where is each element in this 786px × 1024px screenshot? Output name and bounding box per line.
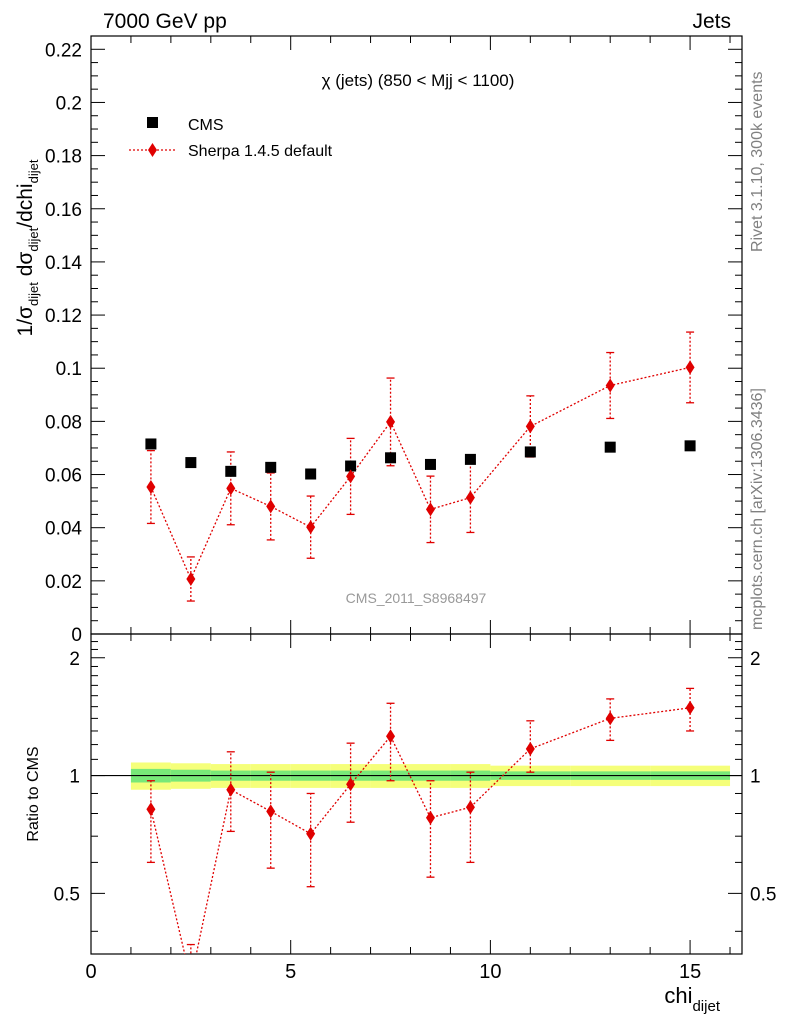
ratio-tick-label-left: 2 [69,649,80,670]
cms-point [305,468,317,480]
chart-title: χ (jets) (850 < Mjj < 1100) [322,71,515,90]
y-tick-label: 0.08 [45,412,82,433]
x-axis-label: chidijet [664,983,720,1015]
ratio-tick-label-left: 0.5 [54,884,80,905]
sherpa-point [186,571,196,586]
ratio-tick-label-left: 1 [69,767,80,788]
sherpa-point [146,480,156,495]
x-tick-label: 15 [679,961,701,983]
cms-point [185,457,197,469]
ratio-sherpa-point [605,711,615,726]
ratio-sherpa-point [425,810,435,825]
sherpa-point [605,378,615,393]
x-tick-labels: 0 5 10 15 [85,961,701,983]
y-tick-label: 0.22 [45,40,82,61]
main-panel: 0 0.02 0.04 0.06 0.08 0.1 0.12 0.14 0.16 0.18 0.2 0… [14,35,743,646]
y-tick-label: 0.1 [56,359,82,380]
ratio-sherpa-point [186,973,195,987]
ratio-sherpa-point [226,782,236,797]
cms-point [385,452,397,464]
cms-point [524,446,536,458]
y-tick-label: 0.06 [45,466,82,487]
header-left-label: 7000 GeV pp [103,10,227,33]
x-tick-label: 0 [85,961,96,983]
sherpa-point [386,414,396,429]
cms-point [145,438,157,450]
ratio-sherpa-line [150,707,691,954]
cms-point [464,453,476,465]
legend-sherpa-label: Sherpa 1.4.5 default [188,143,333,160]
sherpa-point [685,360,695,375]
sherpa-point [266,499,276,514]
cms-point [265,461,277,473]
ratio-sherpa-point [306,826,316,841]
cms-point [424,458,436,470]
y-tick-label: 0 [71,625,82,646]
ratio-tick-label-right: 0.5 [750,884,776,905]
cms-point [604,441,616,453]
legend-cms-marker [147,117,158,128]
ratio-tick-label-right: 1 [750,767,761,788]
sherpa-point [465,490,475,505]
main-axis-ticks [90,35,742,635]
y-tick-label: 0.2 [56,93,82,114]
x-axis-label-sub: dijet [692,998,720,1015]
ratio-sherpa-point [266,804,276,819]
sherpa-point [525,419,535,434]
legend-cms-label: CMS [188,117,224,134]
cms-point [225,465,237,477]
ratio-sherpa-point [386,729,396,744]
legend: CMS Sherpa 1.4.5 default [129,117,333,160]
x-tick-label: 5 [285,961,296,983]
ratio-sherpa-point [346,777,356,792]
legend-sherpa-marker [148,143,157,157]
cms-point [684,440,696,452]
rivet-label: Rivet 3.1.10, 300k events [749,71,766,252]
y-tick-label: 0.12 [45,306,82,327]
ratio-tick-labels: 0.5 0.5 1 1 2 2 [54,649,777,906]
sherpa-point [425,502,435,517]
x-axis-label-main: chi [664,983,692,1008]
main-y-tick-labels: 0 0.02 0.04 0.06 0.08 0.1 0.12 0.14 0.16 0.18 0.2 0… [45,40,82,646]
ratio-panel: 0.5 0.5 1 1 2 2 Ratio to CMS [25,633,777,987]
mcplots-label: mcplots.cern.ch [arXiv:1306.3436] [749,388,766,630]
ratio-axis-ticks [90,634,742,954]
y-tick-label: 0.18 [45,147,82,168]
ratio-data-marks [146,687,695,987]
ratio-sherpa-point [465,800,475,815]
ratio-sherpa-point [525,741,535,756]
sherpa-point [346,469,356,484]
header-right-label: Jets [692,10,731,33]
ratio-tick-label-right: 2 [750,649,761,670]
y-tick-label: 0.14 [45,253,82,274]
sherpa-point [306,520,316,535]
sherpa-point [226,481,236,496]
cms-point [345,460,357,472]
main-data-marks [145,331,696,602]
ratio-plot-frame [90,633,743,955]
ratio-sherpa-point [146,802,156,817]
analysis-watermark: CMS_2011_S8968497 [346,590,487,606]
ratio-clipped-group [146,687,695,987]
main-y-axis-label: 1/σdijet dσdijet/dchidijet [14,159,41,336]
x-tick-label: 10 [479,961,501,983]
y-tick-label: 0.16 [45,200,82,221]
ratio-y-axis-label: Ratio to CMS [25,746,42,841]
y-tick-label: 0.02 [45,572,82,593]
ratio-sherpa-point [685,700,695,715]
y-tick-label: 0.04 [45,519,82,540]
